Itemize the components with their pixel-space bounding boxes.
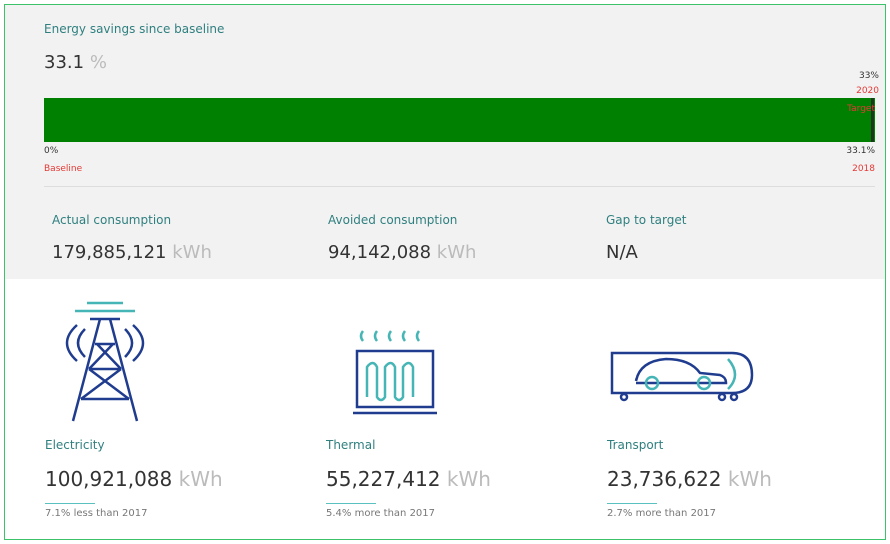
thermal-icon	[353, 330, 437, 415]
category-value: 100,921,088 kWh	[45, 467, 223, 491]
target-text: Target	[847, 104, 875, 114]
title: Energy savings since baseline	[44, 22, 225, 36]
stat-label: Avoided consumption	[328, 213, 458, 227]
category-change: 2.7% more than 2017	[607, 508, 717, 519]
unit: kWh	[178, 467, 223, 491]
stat-value: N/A	[606, 242, 638, 263]
unit: kWh	[446, 467, 491, 491]
savings-value: 33.1	[44, 52, 85, 73]
savings: 33.1 %	[44, 52, 107, 73]
target-marker	[871, 98, 874, 142]
underline	[45, 503, 95, 504]
category-label: Thermal	[326, 438, 376, 452]
unit: kWh	[727, 467, 772, 491]
value: 23,736,622	[607, 467, 722, 491]
stat-label: Gap to target	[606, 213, 687, 227]
category-change: 5.4% more than 2017	[326, 508, 436, 519]
transport-icon	[610, 351, 754, 402]
target-year: 2020	[856, 86, 879, 96]
start-label: 0%	[44, 146, 59, 156]
value: 179,885,121	[52, 242, 167, 263]
end-label: 33.1%	[846, 146, 875, 156]
unit: kWh	[172, 242, 212, 263]
progress-bar	[44, 98, 875, 142]
end-year: 2018	[852, 164, 875, 174]
savings-unit: %	[89, 52, 107, 73]
category-value: 55,227,412 kWh	[326, 467, 491, 491]
unit: kWh	[436, 242, 477, 263]
value: 94,142,088	[328, 242, 432, 263]
underline	[326, 503, 376, 504]
target-label: 33%	[858, 71, 879, 81]
category-label: Transport	[607, 438, 664, 452]
summary-panel: Energy savings since baseline 33.1 % 33%…	[5, 5, 885, 279]
stat-value: 179,885,121 kWh	[52, 242, 212, 263]
category-value: 23,736,622 kWh	[607, 467, 772, 491]
category-change: 7.1% less than 2017	[45, 508, 148, 519]
electricity-icon	[65, 301, 145, 422]
underline	[607, 503, 657, 504]
category-label: Electricity	[45, 438, 105, 452]
separator	[44, 186, 875, 187]
value: 55,227,412	[326, 467, 441, 491]
start-name: Baseline	[44, 164, 83, 174]
stat-label: Actual consumption	[52, 213, 172, 227]
dashboard: Energy savings since baseline 33.1 % 33%…	[4, 4, 886, 540]
stat-value: 94,142,088 kWh	[328, 242, 476, 263]
value: 100,921,088	[45, 467, 173, 491]
